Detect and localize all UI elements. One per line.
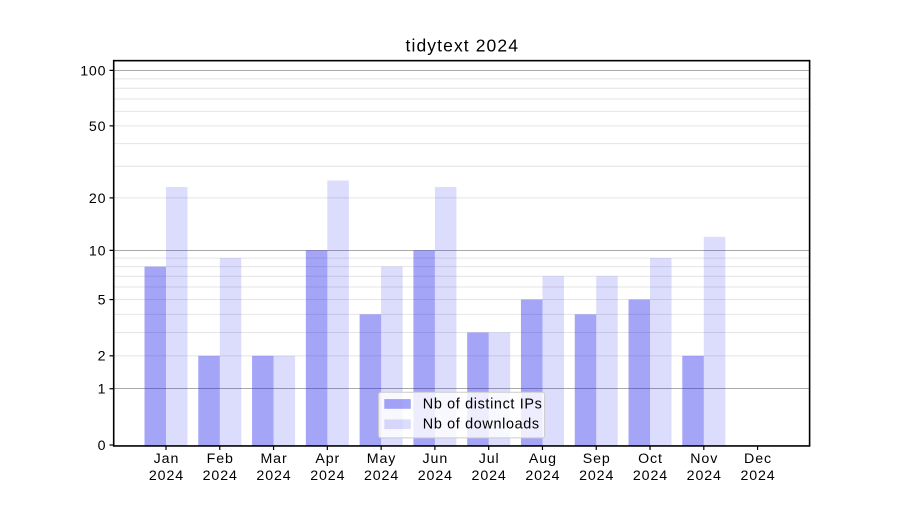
svg-text:2024: 2024 [525,468,560,484]
svg-text:Dec: Dec [744,451,772,467]
svg-text:Oct: Oct [638,451,663,467]
svg-text:Nb of downloads: Nb of downloads [423,417,540,433]
svg-text:Sep: Sep [583,451,611,467]
svg-text:tidytext 2024: tidytext 2024 [406,36,520,56]
svg-text:Mar: Mar [260,451,287,467]
svg-text:2024: 2024 [472,468,507,484]
svg-text:2024: 2024 [149,468,184,484]
svg-text:1: 1 [98,382,107,398]
svg-text:Apr: Apr [315,451,340,467]
svg-text:Nb of distinct IPs: Nb of distinct IPs [423,396,543,412]
svg-text:2024: 2024 [687,468,722,484]
svg-text:2024: 2024 [364,468,399,484]
svg-text:0: 0 [98,438,107,454]
svg-text:Nov: Nov [690,451,718,467]
svg-text:2024: 2024 [310,468,345,484]
svg-text:2: 2 [98,349,107,365]
svg-text:Feb: Feb [207,451,234,467]
svg-text:2024: 2024 [633,468,668,484]
svg-text:2024: 2024 [740,468,775,484]
svg-text:10: 10 [89,243,106,259]
svg-text:5: 5 [98,292,107,308]
svg-text:Aug: Aug [529,451,557,467]
svg-text:100: 100 [80,63,106,79]
svg-text:2024: 2024 [418,468,453,484]
svg-text:May: May [367,451,397,467]
svg-text:2024: 2024 [256,468,291,484]
svg-text:Jul: Jul [479,451,500,467]
svg-text:50: 50 [89,119,106,135]
svg-text:2024: 2024 [579,468,614,484]
svg-text:2024: 2024 [203,468,238,484]
svg-text:20: 20 [89,191,106,207]
svg-text:Jun: Jun [423,451,449,467]
svg-text:Jan: Jan [154,451,180,467]
